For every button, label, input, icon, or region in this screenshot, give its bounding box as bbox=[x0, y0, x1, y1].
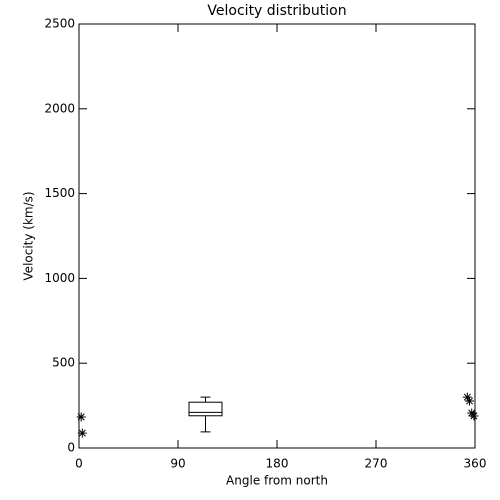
chart-title: Velocity distribution bbox=[207, 3, 346, 19]
x-tick-label: 360 bbox=[464, 457, 487, 471]
point bbox=[462, 392, 472, 402]
y-tick-label: 1000 bbox=[44, 271, 75, 285]
point bbox=[76, 412, 86, 422]
y-tick-label: 1500 bbox=[44, 186, 75, 200]
x-axis-label: Angle from north bbox=[226, 474, 328, 488]
plot-frame bbox=[78, 23, 476, 449]
y-axis-label: Velocity (km/s) bbox=[22, 191, 36, 280]
y-tick-label: 500 bbox=[52, 356, 75, 370]
box bbox=[188, 401, 223, 417]
x-tick-label: 180 bbox=[266, 457, 289, 471]
point bbox=[469, 411, 479, 421]
x-tick-label: 0 bbox=[75, 457, 83, 471]
x-tick-label: 270 bbox=[365, 457, 388, 471]
y-tick-label: 2000 bbox=[44, 101, 75, 115]
y-tick-label: 0 bbox=[67, 441, 75, 455]
x-tick-label: 90 bbox=[170, 457, 185, 471]
y-tick-label: 2500 bbox=[44, 17, 75, 31]
point bbox=[465, 396, 474, 406]
point bbox=[77, 428, 87, 438]
